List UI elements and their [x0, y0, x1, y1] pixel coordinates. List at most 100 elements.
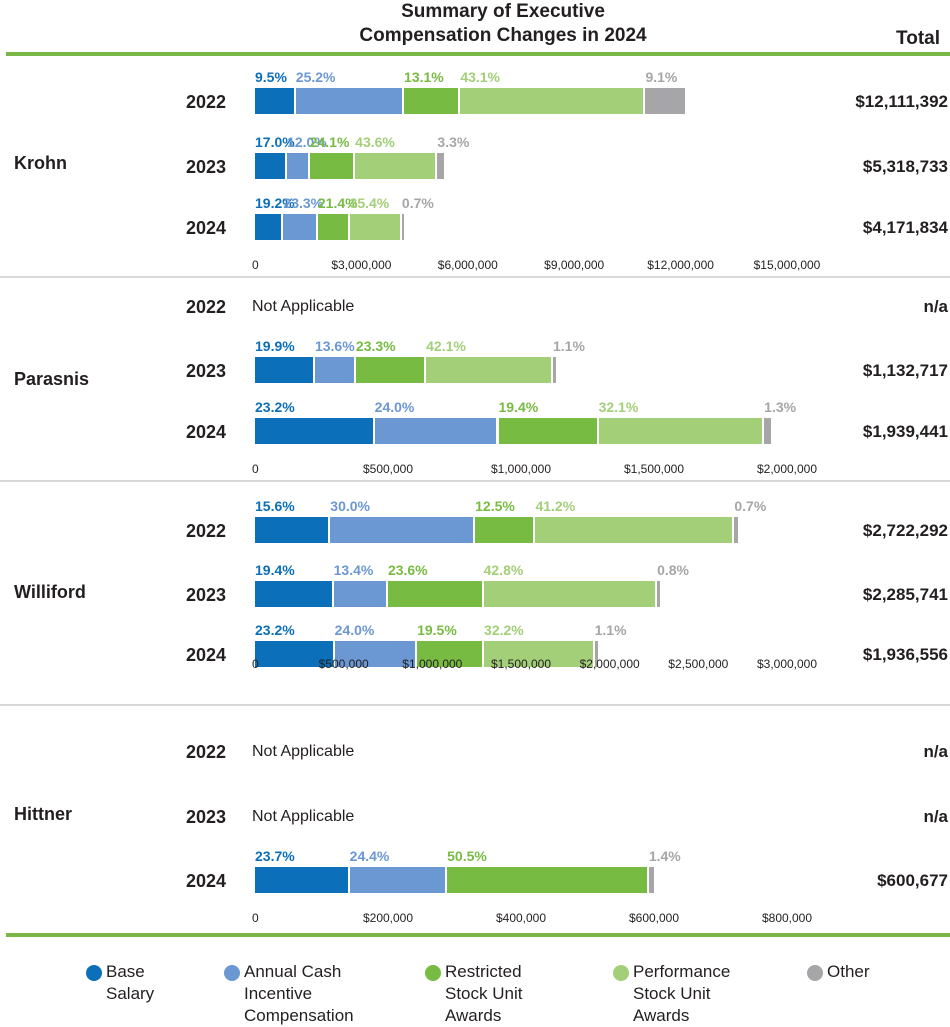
pct-label-parasnis-2023-rsu: 23.3%	[355, 338, 396, 354]
bar-segment-parasnis-2024-rsu	[498, 418, 599, 444]
pct-label-krohn-2024-other: 0.7%	[401, 195, 434, 211]
bottom-rule	[6, 933, 950, 937]
bar-segment-parasnis-2024-psu	[598, 418, 765, 444]
legend-dot-cash	[224, 965, 240, 981]
executive-name-krohn: Krohn	[14, 153, 67, 173]
tick-label-krohn-1: $3,000,000	[331, 258, 392, 272]
pct-label-williford-2024-base: 23.2%	[255, 622, 295, 638]
tick-label-williford-2: $1,000,000	[402, 657, 463, 671]
bar-segment-krohn-2023-cash	[287, 153, 310, 179]
bar-segment-williford-2024-other	[594, 641, 599, 667]
bar-segment-williford-2024-rsu	[417, 641, 485, 667]
bar-segment-hittner-2024-base	[255, 867, 350, 893]
year-label-parasnis-2022: 2022	[185, 297, 226, 317]
bar-segment-parasnis-2023-psu	[426, 357, 553, 383]
legend-label-base-line2: Salary	[106, 984, 155, 1003]
pct-label-krohn-2024-rsu: 21.4%	[317, 195, 358, 211]
pct-label-parasnis-2024-rsu: 19.4%	[498, 399, 539, 415]
year-label-hittner-2022: 2022	[185, 742, 226, 762]
legend-label-psu-line2: Stock Unit	[633, 984, 711, 1003]
total-value-williford-2023: $2,285,741	[862, 585, 948, 604]
year-label-hittner-2023: 2023	[185, 807, 226, 827]
year-label-krohn-2023: 2023	[185, 157, 226, 177]
bar-segment-williford-2022-cash	[330, 517, 476, 543]
total-value-williford-2024: $1,936,556	[862, 645, 948, 664]
bar-segment-krohn-2024-rsu	[317, 214, 350, 240]
pct-label-krohn-2024-psu: 35.4%	[349, 195, 390, 211]
bar-segment-williford-2023-other	[657, 581, 661, 607]
executive-name-parasnis: Parasnis	[14, 369, 90, 389]
bar-segment-parasnis-2024-base	[255, 418, 375, 444]
not-applicable-hittner-2023: Not Applicable	[252, 808, 355, 825]
bar-segment-krohn-2024-psu	[349, 214, 402, 240]
bar-segment-williford-2022-rsu	[475, 517, 536, 543]
top-rule	[6, 52, 950, 56]
bar-segment-krohn-2022-cash	[295, 88, 405, 114]
bar-segment-krohn-2024-other	[401, 214, 404, 240]
bar-segment-parasnis-2024-other	[764, 418, 771, 444]
tick-label-hittner-3: $600,000	[628, 911, 680, 925]
bar-segment-williford-2024-base	[255, 641, 335, 667]
tick-label-hittner-1: $200,000	[362, 911, 414, 925]
chart-title-line2: Compensation Changes in 2024	[359, 25, 647, 46]
bar-segment-krohn-2022-base	[255, 88, 296, 114]
pct-label-krohn-2022-other: 9.1%	[645, 69, 678, 85]
pct-label-parasnis-2023-cash: 13.6%	[314, 338, 355, 354]
pct-label-williford-2022-other: 0.7%	[734, 498, 767, 514]
legend-label-cash: Annual Cash Incentive Compensation	[244, 961, 354, 1027]
chart-title-line1: Summary of Executive	[401, 1, 605, 22]
pct-label-krohn-2024-base: 19.2%	[255, 195, 295, 211]
bar-segment-williford-2024-cash	[334, 641, 418, 667]
pct-label-williford-2024-psu: 32.2%	[484, 622, 524, 638]
bar-segment-krohn-2024-cash	[283, 214, 318, 240]
pct-label-krohn-2023-other: 3.3%	[437, 134, 470, 150]
pct-label-williford-2024-other: 1.1%	[594, 622, 627, 638]
pct-label-williford-2022-psu: 41.2%	[535, 498, 576, 514]
bar-segment-krohn-2022-other	[645, 88, 685, 114]
total-column-header: Total	[896, 28, 940, 49]
pct-label-williford-2023-cash: 13.4%	[333, 562, 374, 578]
bar-segment-williford-2024-psu	[484, 641, 595, 667]
total-value-krohn-2023: $5,318,733	[862, 157, 948, 176]
bar-segment-hittner-2024-rsu	[447, 867, 649, 893]
year-label-williford-2024: 2024	[185, 645, 226, 665]
bar-segment-williford-2023-rsu	[387, 581, 484, 607]
legend-label-base: Base Salary	[106, 961, 154, 1005]
legend-dot-base	[86, 965, 102, 981]
pct-label-krohn-2022-rsu: 13.1%	[404, 69, 444, 85]
pct-label-williford-2022-base: 15.6%	[255, 498, 295, 514]
bar-segment-williford-2023-cash	[333, 581, 388, 607]
tick-label-krohn-3: $9,000,000	[544, 258, 605, 272]
pct-label-williford-2022-cash: 30.0%	[330, 498, 370, 514]
legend-label-rsu: Restricted Stock Unit Awards	[445, 961, 522, 1027]
legend-dot-other	[807, 965, 823, 981]
tick-label-krohn-0: 0	[252, 258, 259, 272]
tick-label-williford-5: $2,500,000	[668, 657, 729, 671]
executive-name-hittner: Hittner	[14, 804, 72, 824]
pct-label-krohn-2023-base: 17.0%	[255, 134, 295, 150]
pct-label-parasnis-2024-psu: 32.1%	[598, 399, 639, 415]
bar-segment-hittner-2024-cash	[349, 867, 448, 893]
total-value-hittner-2024: $600,677	[877, 871, 948, 890]
pct-label-williford-2023-psu: 42.8%	[483, 562, 524, 578]
year-label-krohn-2024: 2024	[185, 218, 226, 238]
legend-label-cash-line1: Annual Cash	[244, 962, 342, 981]
tick-label-parasnis-1: $500,000	[362, 462, 414, 476]
bar-segment-williford-2023-psu	[483, 581, 658, 607]
bar-segment-krohn-2024-base	[255, 214, 284, 240]
year-label-hittner-2024: 2024	[185, 871, 226, 891]
tick-label-williford-4: $2,000,000	[579, 657, 640, 671]
tick-label-hittner-0: 0	[252, 911, 259, 925]
pct-label-parasnis-2024-base: 23.2%	[255, 399, 295, 415]
pct-label-hittner-2024-rsu: 50.5%	[447, 848, 487, 864]
legend-label-cash-line2: Incentive	[244, 984, 313, 1003]
bar-segment-williford-2022-base	[255, 517, 331, 543]
total-value-williford-2022: $2,722,292	[862, 521, 948, 540]
bar-segment-krohn-2023-other	[437, 153, 444, 179]
tick-label-krohn-5: $15,000,000	[753, 258, 821, 272]
total-value-parasnis-2022: n/a	[923, 297, 948, 316]
legend-label-base-line1: Base	[106, 962, 145, 981]
legend-label-psu-line1: Performance	[633, 962, 731, 981]
bar-segment-williford-2022-other	[734, 517, 738, 543]
bar-segment-parasnis-2023-base	[255, 357, 315, 383]
